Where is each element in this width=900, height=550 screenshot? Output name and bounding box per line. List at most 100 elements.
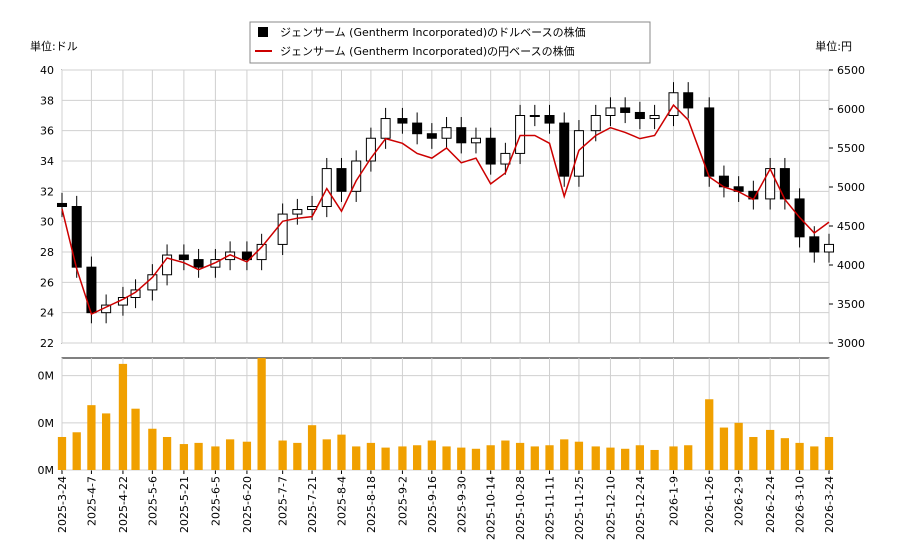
y-tick-label: 26 [40, 276, 54, 289]
x-tick-label: 2025-5-6 [146, 476, 159, 526]
x-tick-label: 2025-12-24 [634, 476, 647, 540]
candle-body [351, 160, 362, 192]
candle-body [412, 122, 423, 135]
legend-label: ジェンサーム (Gentherm Incorporated)のドルベースの株価 [280, 25, 586, 39]
x-tick-label: 2025-3-24 [56, 476, 69, 533]
volume-bar [606, 447, 615, 470]
x-tick-label: 2025-11-25 [573, 476, 586, 540]
candle-body [456, 127, 467, 144]
y-tick-label: 30 [40, 216, 54, 229]
volume-bar [684, 445, 693, 470]
candle-body [178, 254, 189, 261]
volume-bar [87, 405, 96, 470]
x-tick-label: 2026-3-24 [823, 476, 836, 533]
y-tick-label: 0M [38, 464, 55, 477]
y-tick-label: 34 [40, 155, 54, 168]
volume-bar [179, 444, 189, 470]
volume-bar [574, 441, 584, 470]
volume-bar [515, 442, 525, 470]
y2-tick-label: 3000 [837, 337, 865, 350]
x-tick-label: 2025-4-7 [85, 476, 98, 526]
legend [249, 21, 651, 64]
volume-bar [442, 446, 451, 470]
volume-bar [412, 445, 422, 470]
y-tick-label: 24 [40, 307, 54, 320]
x-tick-label: 2025-9-16 [426, 476, 439, 533]
y-tick-label: 22 [40, 337, 54, 350]
volume-bar [530, 446, 539, 470]
volume-bar [225, 439, 235, 470]
volume-bar [162, 436, 172, 470]
volume-bar [705, 399, 714, 470]
candle-body [193, 259, 204, 268]
volume-bar [749, 436, 758, 470]
volume-bar [278, 440, 287, 470]
candle-body [441, 127, 452, 139]
y2-tick-label: 6500 [837, 64, 865, 77]
volume-bar [795, 442, 804, 470]
candle-body [515, 115, 526, 154]
candle-body [559, 122, 570, 177]
volume-bar [381, 447, 390, 470]
volume-bar [650, 449, 659, 470]
volume-bar [719, 427, 729, 470]
candle-body [470, 137, 481, 144]
candle-body [426, 133, 437, 139]
y2-axis-label: 単位:円 [815, 39, 852, 53]
volume-bar [366, 442, 376, 470]
volume-bar [591, 446, 600, 470]
volume-bar [257, 358, 266, 470]
y2-tick-label: 3500 [837, 298, 865, 311]
x-tick-label: 2025-10-14 [485, 476, 498, 540]
x-tick-label: 2025-8-4 [335, 476, 348, 526]
x-tick-label: 2026-1-26 [703, 476, 716, 533]
volume-bar [635, 445, 645, 470]
y2-tick-label: 5000 [837, 181, 865, 194]
candle-body [620, 107, 631, 113]
volume-bar [131, 408, 140, 470]
candle-body [277, 213, 288, 245]
volume-bar [211, 446, 220, 470]
volume-bar [766, 429, 775, 470]
legend-label: ジェンサーム (Gentherm Incorporated)の円ベースの株価 [280, 44, 575, 58]
candle-body [485, 137, 496, 165]
x-tick-label: 2025-11-11 [544, 476, 557, 540]
volume-bar [427, 440, 436, 470]
candle-body [241, 251, 252, 261]
candle-body [704, 107, 715, 177]
x-tick-label: 2025-4-22 [117, 476, 130, 533]
volume-bar [486, 445, 495, 470]
y-tick-label: 40 [40, 64, 54, 77]
legend-swatch [258, 27, 268, 37]
candle-body [130, 289, 141, 298]
y-tick-label: 32 [40, 185, 54, 198]
x-tick-label: 2026-2-9 [733, 476, 746, 526]
volume-bar [118, 363, 128, 470]
volume-bar [101, 413, 111, 470]
x-tick-label: 2026-2-24 [764, 476, 777, 533]
y2-tick-label: 5500 [837, 142, 865, 155]
x-tick-label: 2025-7-21 [306, 476, 319, 533]
x-tick-label: 2025-7-7 [277, 476, 290, 526]
candle-body [683, 92, 694, 109]
volume-bar [501, 440, 510, 470]
candle-body [573, 130, 584, 177]
y-tick-label: 36 [40, 125, 54, 138]
volume-bar [810, 446, 819, 470]
x-tick-label: 2025-9-2 [396, 476, 409, 526]
candle-body [590, 115, 601, 132]
candle-body [292, 209, 303, 215]
candle-body [765, 168, 776, 200]
candle-body [365, 137, 376, 162]
volume-bar [148, 428, 157, 470]
volume-bar [72, 432, 81, 470]
x-tick-label: 2025-6-5 [209, 476, 222, 526]
volume-bar [307, 425, 317, 470]
candle-body [823, 243, 835, 253]
volume-bar [293, 442, 302, 470]
y-tick-label: 0M [38, 370, 55, 383]
candle-body [544, 115, 555, 124]
candle-body [225, 251, 236, 261]
x-tick-label: 2026-3-10 [794, 476, 807, 533]
